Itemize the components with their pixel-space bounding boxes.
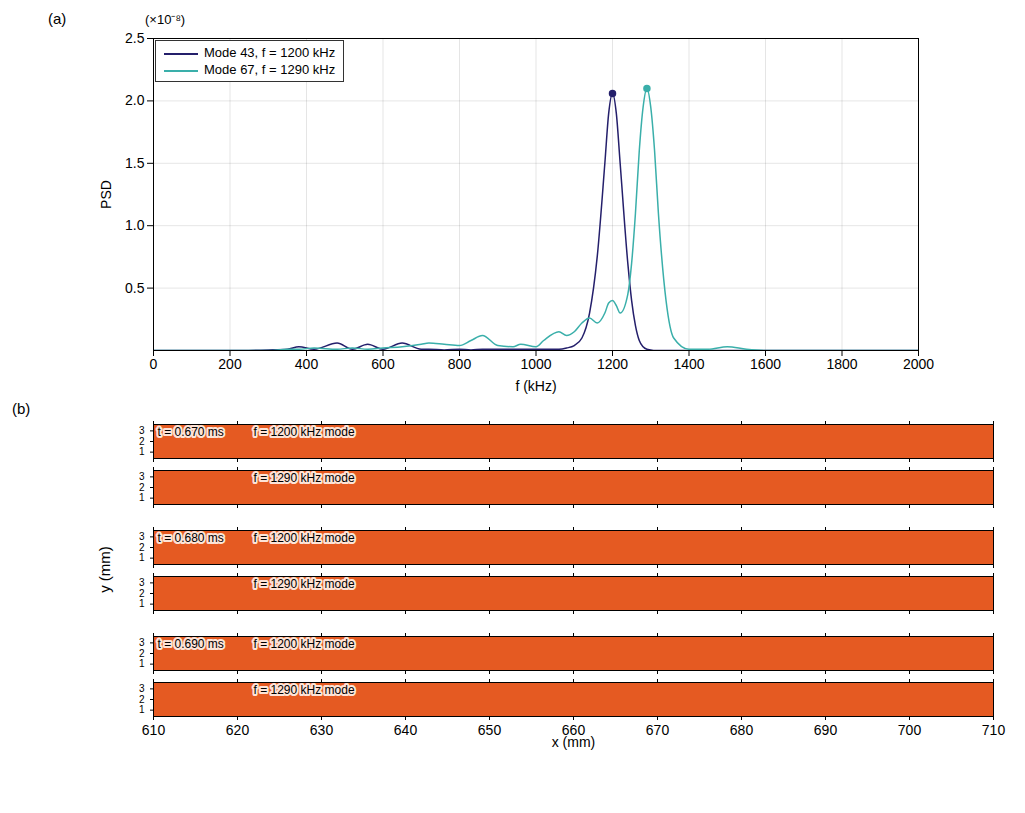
svg-text:400: 400 <box>295 356 319 372</box>
svg-text:2: 2 <box>139 436 145 447</box>
svg-text:650: 650 <box>478 722 502 738</box>
svg-text:f = 1200 kHz mode: f = 1200 kHz mode <box>254 637 355 651</box>
svg-text:x (mm): x (mm) <box>552 734 596 750</box>
svg-text:1: 1 <box>139 598 145 609</box>
svg-text:1000: 1000 <box>520 356 551 372</box>
svg-text:f = 1290 kHz mode: f = 1290 kHz mode <box>254 577 355 591</box>
html-text:(×10⁻⁸): (×10⁻⁸) <box>145 12 186 27</box>
svg-text:700: 700 <box>898 722 922 738</box>
svg-text:1.5: 1.5 <box>125 155 145 171</box>
svg-text:630: 630 <box>310 722 334 738</box>
svg-text:680: 680 <box>730 722 754 738</box>
svg-text:660: 660 <box>561 722 586 739</box>
svg-text:2.0: 2.0 <box>125 92 145 108</box>
svg-text:t = 0.670 ms: t = 0.670 ms <box>158 425 224 439</box>
svg-text:1: 1 <box>139 492 145 503</box>
svg-text:2: 2 <box>139 648 145 659</box>
svg-text:t = 0.680 ms: t = 0.680 ms <box>158 531 224 545</box>
svg-text:3: 3 <box>139 577 145 588</box>
svg-text:f (kHz): f (kHz) <box>515 378 556 394</box>
svg-text:800: 800 <box>448 356 472 372</box>
svg-text:1.0: 1.0 <box>125 217 145 233</box>
svg-text:3: 3 <box>139 683 145 694</box>
svg-text:f = 1200 kHz mode: f = 1200 kHz mode <box>254 531 355 545</box>
svg-text:f = 1290 kHz mode: f = 1290 kHz mode <box>254 471 355 485</box>
svg-text:3: 3 <box>139 471 145 482</box>
svg-text:1: 1 <box>139 446 145 457</box>
svg-text:2: 2 <box>139 542 145 553</box>
svg-text:2: 2 <box>139 588 145 599</box>
svg-text:2.5: 2.5 <box>125 30 145 46</box>
svg-text:620: 620 <box>226 722 250 738</box>
html-text:Mode 43, f = 1200 kHz: Mode 43, f = 1200 kHz <box>204 45 336 60</box>
svg-text:0: 0 <box>150 356 158 372</box>
svg-text:1200: 1200 <box>597 356 628 372</box>
svg-text:0.5: 0.5 <box>125 280 145 296</box>
svg-text:710: 710 <box>982 722 1006 738</box>
svg-text:1: 1 <box>139 658 145 669</box>
svg-text:690: 690 <box>814 722 838 738</box>
svg-text:3: 3 <box>139 531 145 542</box>
svg-text:f = 1200 kHz mode: f = 1200 kHz mode <box>254 425 355 439</box>
svg-text:t = 0.690 ms: t = 0.690 ms <box>158 637 224 651</box>
svg-text:600: 600 <box>371 356 395 372</box>
svg-text:200: 200 <box>218 356 242 372</box>
svg-text:2: 2 <box>139 694 145 705</box>
svg-text:670: 670 <box>646 722 670 738</box>
html-text:y (mm): y (mm) <box>95 546 113 593</box>
svg-text:610: 610 <box>142 722 166 738</box>
svg-text:1600: 1600 <box>750 356 781 372</box>
svg-text:640: 640 <box>394 722 418 738</box>
html-text:(a): (a) <box>48 10 67 27</box>
svg-text:3: 3 <box>139 637 145 648</box>
html-text:Mode 67, f = 1290 kHz: Mode 67, f = 1290 kHz <box>204 62 336 77</box>
svg-text:2000: 2000 <box>903 356 934 372</box>
svg-text:1: 1 <box>139 704 145 715</box>
svg-text:2: 2 <box>139 482 145 493</box>
svg-text:1800: 1800 <box>826 356 857 372</box>
svg-text:3: 3 <box>139 425 145 436</box>
svg-text:1400: 1400 <box>673 356 704 372</box>
html-text:(b): (b) <box>12 400 31 417</box>
svg-text:PSD: PSD <box>98 180 114 209</box>
svg-text:f = 1290 kHz mode: f = 1290 kHz mode <box>254 683 355 697</box>
svg-text:1: 1 <box>139 552 145 563</box>
